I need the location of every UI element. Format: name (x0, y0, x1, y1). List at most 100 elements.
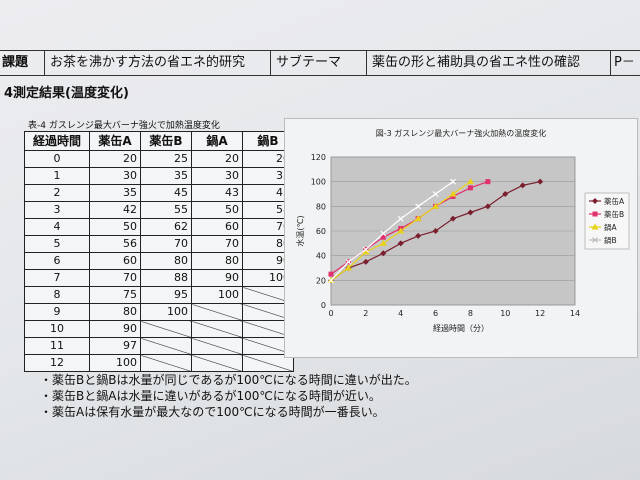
section-heading: 4測定結果(温度変化) (4, 86, 129, 101)
legend-label: 薬缶A (604, 196, 625, 206)
table-cell: 35 (140, 167, 192, 185)
data-point (379, 239, 387, 246)
table-cell: 100 (191, 286, 243, 304)
table-cell: 8 (24, 286, 90, 304)
data-point (432, 228, 439, 234)
table-cell (242, 303, 294, 321)
data-point (397, 227, 405, 234)
table-row: 1 30 35 30 35 (24, 167, 294, 185)
x-tick-label: 0 (328, 309, 333, 318)
data-point (592, 237, 598, 243)
table-cell: 80 (191, 252, 243, 270)
data-point (328, 277, 334, 284)
chart-panel: 図-3 ガスレンジ最大バーナ強火加熱の温度変化 0 20 40 60 80 100 120 0 2… (284, 118, 638, 358)
header-divider (44, 51, 45, 75)
table-row: 10 90 (24, 320, 294, 338)
x-tick-label: 14 (570, 309, 580, 318)
data-point (519, 182, 526, 189)
table-cell: 2 (24, 184, 90, 202)
table-cell: 20 (89, 150, 141, 168)
table-row: 11 97 (24, 337, 294, 355)
y-axis-label: 水温(℃) (295, 215, 305, 246)
table-cell (242, 337, 294, 355)
temperature-table: 経過時間 薬缶A 薬缶B 鍋A 鍋B 0 20 25 20 20 1 30 35 30 35 2 35 45 43… (24, 131, 294, 372)
table-cell: 11 (24, 337, 90, 355)
header-page-ref: P－ (614, 55, 635, 70)
table-cell (191, 354, 243, 372)
notes-block: ・薬缶Bと鍋Bは水量が同じであるが100℃になる時間に違いが出た。 ・薬缶Bと鍋… (40, 372, 417, 420)
table-cell: 1 (24, 167, 90, 185)
table-cell: 56 (89, 235, 141, 253)
table-cell: 60 (89, 252, 141, 270)
table-cell: 70 (140, 235, 192, 253)
column-header: 薬缶B (140, 131, 192, 151)
table-cell: 25 (140, 150, 192, 168)
y-tick-label: 120 (311, 153, 326, 162)
table-cell (242, 354, 294, 372)
data-point (380, 230, 387, 237)
data-point (380, 234, 386, 240)
header-label: 課題 (2, 55, 29, 70)
table-header-row: 経過時間 薬缶A 薬缶B 鍋A 鍋B (24, 131, 294, 151)
data-point (449, 190, 457, 197)
header-divider (610, 51, 611, 75)
column-header: 経過時間 (24, 131, 90, 151)
data-point (344, 264, 352, 271)
table-cell: 42 (89, 201, 141, 219)
data-point (592, 198, 598, 204)
data-point (362, 248, 370, 255)
y-tick-label: 40 (316, 252, 326, 261)
data-point (380, 250, 387, 257)
data-point (467, 185, 473, 191)
y-tick-label: 60 (316, 227, 326, 236)
table-cell: 43 (191, 184, 243, 202)
table-cell: 90 (191, 269, 243, 287)
y-tick-label: 80 (316, 202, 326, 211)
table-cell: 55 (140, 201, 192, 219)
table-cell: 97 (89, 337, 141, 355)
table-cell (242, 286, 294, 304)
table-row: 12 100 (24, 354, 294, 372)
table-cell: 88 (140, 269, 192, 287)
table-caption: 表-4 ガスレンジ最大バーナ強火で加熱温度変化 (28, 121, 220, 131)
table-row: 2 35 45 43 45 (24, 184, 294, 202)
table-cell: 30 (191, 167, 243, 185)
data-point (450, 178, 456, 185)
data-point (345, 258, 352, 265)
series-line (330, 181, 454, 281)
legend-label: 鍋B (604, 235, 617, 245)
table-cell (140, 320, 192, 338)
table-cell: 45 (140, 184, 192, 202)
table-cell: 75 (89, 286, 141, 304)
header-subtheme-label: サブテーマ (276, 55, 342, 70)
header-divider (270, 51, 271, 75)
header-title: お茶を沸かす方法の省エネ的研究 (50, 55, 246, 70)
table-cell: 62 (140, 218, 192, 236)
data-point (485, 179, 491, 185)
table-cell: 50 (89, 218, 141, 236)
y-tick-label: 100 (311, 178, 326, 187)
table-cell: 20 (191, 150, 243, 168)
table-row: 7 70 88 90 100 (24, 269, 294, 287)
table-cell: 30 (89, 167, 141, 185)
table-cell: 5 (24, 235, 90, 253)
table-cell (191, 320, 243, 338)
x-tick-label: 2 (363, 309, 368, 318)
data-point (484, 203, 491, 210)
data-point (328, 271, 334, 277)
table-cell: 80 (140, 252, 192, 270)
data-point (467, 209, 474, 216)
table-cell: 50 (191, 201, 243, 219)
table-row: 8 75 95 100 (24, 286, 294, 304)
table-cell: 70 (89, 269, 141, 287)
data-point (397, 215, 404, 222)
legend-label: 鍋A (604, 222, 617, 232)
data-point (397, 240, 404, 247)
table-row: 6 60 80 80 90 (24, 252, 294, 270)
note-item: ・薬缶Bと鍋Bは水量が同じであるが100℃になる時間に違いが出た。 (40, 373, 417, 387)
table-cell: 7 (24, 269, 90, 287)
table-cell: 80 (89, 303, 141, 321)
legend-label: 薬缶B (604, 209, 624, 219)
table-cell: 35 (89, 184, 141, 202)
